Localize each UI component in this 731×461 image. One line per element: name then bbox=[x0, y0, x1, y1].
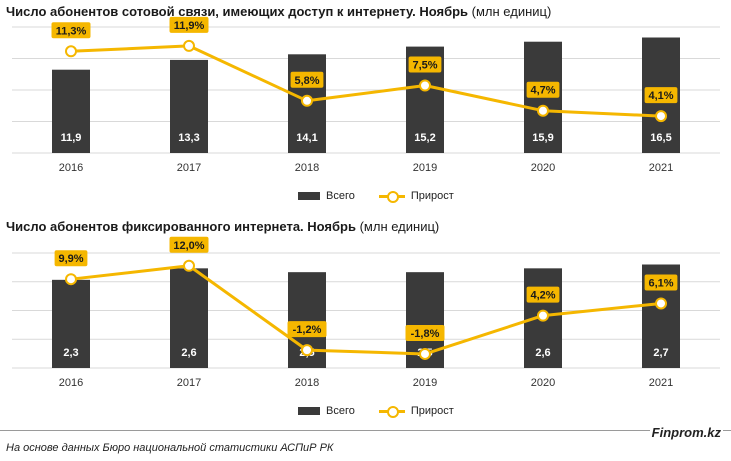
bar-value-label: 2,6 bbox=[181, 347, 196, 359]
growth-label-box bbox=[526, 286, 560, 303]
chart-title: Число абонентов фиксированного интернета… bbox=[6, 219, 439, 234]
legend-bar-swatch bbox=[298, 407, 320, 415]
bar-2017 bbox=[170, 59, 208, 153]
growth-label-box bbox=[405, 324, 445, 341]
x-tick-label: 2019 bbox=[413, 377, 437, 389]
growth-marker-2021 bbox=[655, 297, 667, 310]
growth-line bbox=[70, 264, 662, 356]
growth-marker-2016 bbox=[65, 273, 77, 286]
bar-2016 bbox=[52, 69, 90, 153]
growth-label-box bbox=[169, 236, 209, 253]
footer: На основе данных Бюро национальной стати… bbox=[0, 425, 731, 461]
x-tick-label: 2019 bbox=[413, 162, 437, 174]
mobile-internet-chart: Число абонентов сотовой связи, имеющих д… bbox=[0, 0, 731, 215]
chart-title-unit: (млн единиц) bbox=[355, 219, 440, 234]
growth-marker-2019 bbox=[419, 347, 431, 360]
legend-line-swatch bbox=[378, 406, 405, 418]
growth-value-label: 4,1% bbox=[648, 90, 673, 102]
growth-label-box bbox=[644, 274, 678, 291]
x-tick-label: 2016 bbox=[59, 377, 83, 389]
growth-value-label: 7,5% bbox=[412, 60, 437, 72]
x-tick-label: 2017 bbox=[177, 377, 201, 389]
growth-marker-2017 bbox=[183, 39, 195, 52]
legend-line-swatch bbox=[378, 191, 405, 203]
growth-value-label: 5,8% bbox=[294, 75, 319, 87]
chart-legend: Всего Прирост bbox=[298, 190, 454, 203]
fixed-internet-chart: Число абонентов фиксированного интернета… bbox=[0, 215, 731, 430]
growth-value-label: -1,8% bbox=[411, 328, 440, 340]
chart-legend: Всего Прирост bbox=[298, 405, 454, 418]
growth-value-label: 9,9% bbox=[58, 253, 83, 265]
growth-marker-2018 bbox=[301, 344, 313, 357]
bar-value-label: 2,6 bbox=[535, 347, 550, 359]
chart-plot: 2,320162,620172,520182,520192,620202,720… bbox=[12, 236, 720, 389]
x-tick-label: 2016 bbox=[59, 162, 83, 174]
chart-title-unit: (млн единиц) bbox=[468, 4, 552, 19]
legend-bar-label: Всего bbox=[326, 190, 355, 202]
growth-value-label: 11,9% bbox=[174, 20, 205, 32]
chart-title-bold: Число абонентов сотовой связи, имеющих д… bbox=[6, 4, 469, 19]
bar-value-label: 15,2 bbox=[414, 132, 435, 144]
growth-marker-2017 bbox=[183, 259, 195, 272]
growth-marker-2018 bbox=[301, 94, 313, 107]
growth-label-box bbox=[526, 81, 560, 98]
growth-marker-2020 bbox=[537, 104, 549, 117]
x-tick-label: 2021 bbox=[649, 377, 673, 389]
growth-label-box bbox=[408, 56, 442, 73]
growth-label-box bbox=[54, 250, 88, 267]
legend-bar-swatch bbox=[298, 192, 320, 200]
x-tick-label: 2018 bbox=[295, 162, 319, 174]
bar-2016 bbox=[52, 279, 90, 368]
x-tick-label: 2018 bbox=[295, 377, 319, 389]
chart-title: Число абонентов сотовой связи, имеющих д… bbox=[6, 4, 551, 19]
x-tick-label: 2021 bbox=[649, 162, 673, 174]
growth-label-box bbox=[287, 321, 327, 338]
bar-value-label: 11,9 bbox=[61, 132, 82, 144]
growth-label-box bbox=[169, 16, 209, 33]
growth-value-label: 11,3% bbox=[56, 25, 87, 37]
legend-bar-label: Всего bbox=[326, 405, 355, 417]
growth-label-box bbox=[290, 71, 324, 88]
bar-value-label: 13,3 bbox=[178, 132, 199, 144]
bar-value-label: 16,5 bbox=[650, 132, 671, 144]
bar-value-label: 2,3 bbox=[63, 347, 78, 359]
growth-value-label: 4,7% bbox=[530, 85, 555, 97]
growth-value-label: 6,1% bbox=[648, 277, 673, 289]
x-tick-label: 2020 bbox=[531, 377, 555, 389]
legend-line-label: Прирост bbox=[410, 405, 454, 417]
growth-marker-2016 bbox=[65, 45, 77, 58]
bar-value-label: 15,9 bbox=[532, 132, 553, 144]
bar-value-label: 2,7 bbox=[653, 347, 668, 359]
growth-marker-2019 bbox=[419, 79, 431, 92]
x-tick-label: 2020 bbox=[531, 162, 555, 174]
growth-label-box bbox=[51, 22, 91, 39]
source-note: На основе данных Бюро национальной стати… bbox=[6, 442, 334, 454]
chart-plot: 11,9 2016 13,3 2017 14,1 2018 15,2 2019 15,9 2020… bbox=[12, 16, 720, 174]
growth-line bbox=[70, 44, 662, 118]
growth-marker-2021 bbox=[655, 110, 667, 123]
legend-line-label: Прирост bbox=[410, 190, 454, 202]
growth-value-label: 12,0% bbox=[173, 240, 204, 252]
bar-value-label: 14,1 bbox=[296, 132, 317, 144]
growth-label-box bbox=[644, 87, 678, 104]
bar-2017 bbox=[170, 268, 208, 368]
growth-marker-2020 bbox=[537, 309, 549, 322]
growth-value-label: -1,2% bbox=[293, 324, 322, 336]
growth-value-label: 4,2% bbox=[530, 290, 555, 302]
chart-title-bold: Число абонентов фиксированного интернета… bbox=[6, 219, 356, 234]
x-tick-label: 2017 bbox=[177, 162, 201, 174]
brand-logo: Finprom.kz bbox=[649, 425, 723, 440]
